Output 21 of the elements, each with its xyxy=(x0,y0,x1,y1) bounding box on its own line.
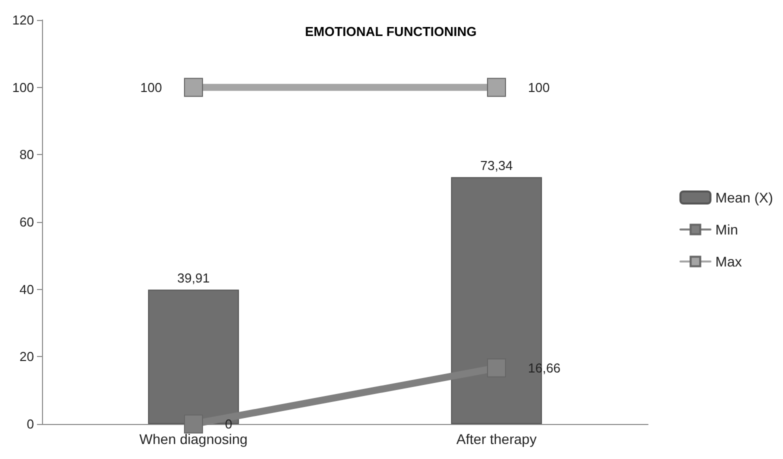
y-tick-label: 100 xyxy=(12,80,34,95)
legend-label: Mean (X) xyxy=(715,190,774,206)
data-label: 39,91 xyxy=(177,270,210,286)
y-tick-label: 80 xyxy=(20,147,34,162)
chart-title: EMOTIONAL FUNCTIONING xyxy=(305,24,477,39)
x-tick-label: When diagnosing xyxy=(139,431,248,447)
data-label: 73,34 xyxy=(480,158,513,174)
legend-label: Min xyxy=(715,222,738,238)
point xyxy=(184,414,203,434)
data-label: 100 xyxy=(528,80,550,95)
y-tick-label: 40 xyxy=(20,282,34,297)
point xyxy=(487,358,506,378)
y-tick-label: 60 xyxy=(20,214,34,230)
point xyxy=(487,78,506,97)
y-tick-label: 0 xyxy=(26,416,34,432)
data-label: 100 xyxy=(140,80,162,95)
point xyxy=(184,78,203,97)
y-tick-label: 20 xyxy=(20,349,34,364)
y-tick-label: 120 xyxy=(12,12,34,28)
x-tick-label: After therapy xyxy=(456,431,537,447)
legend-label: Max xyxy=(715,254,742,270)
